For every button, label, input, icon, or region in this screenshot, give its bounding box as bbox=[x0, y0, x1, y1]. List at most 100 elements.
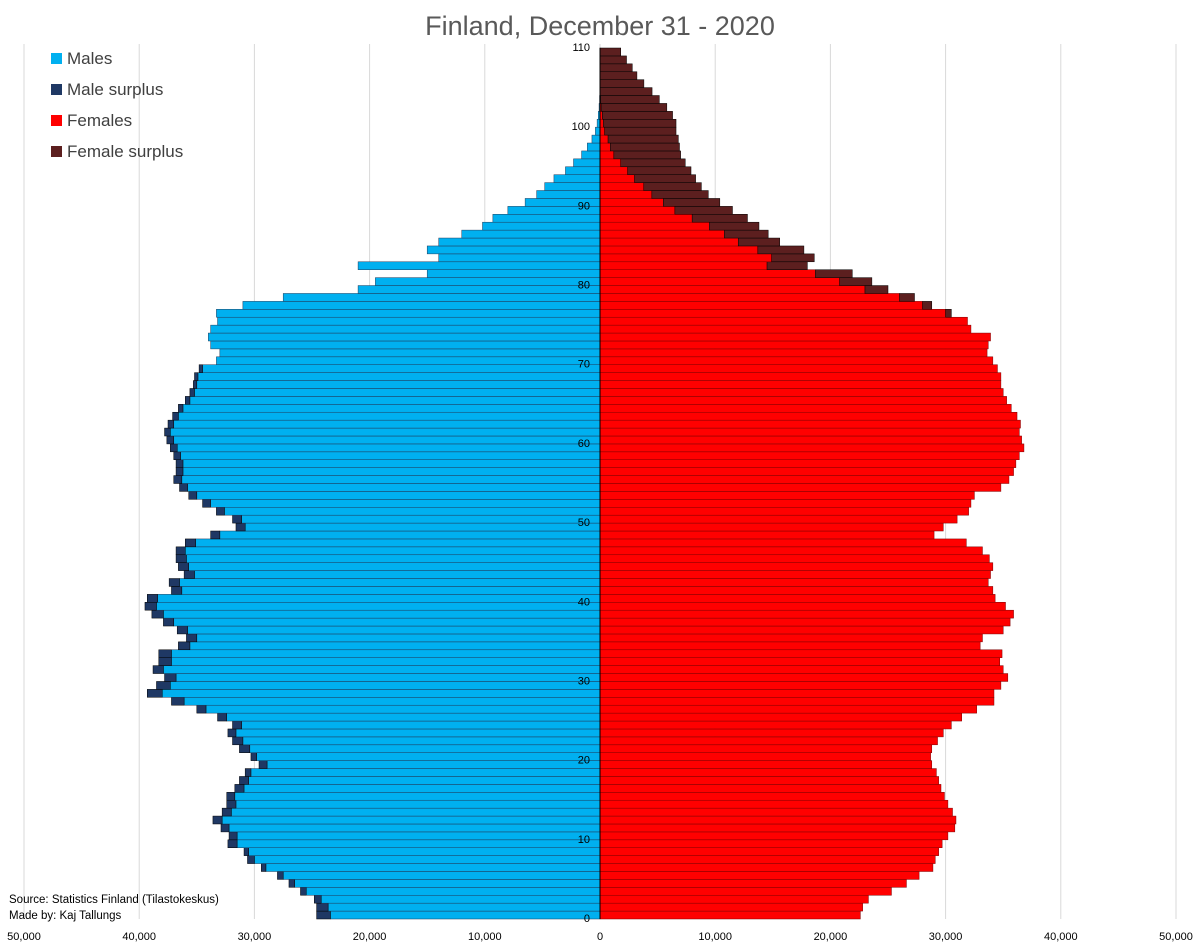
bar-males bbox=[183, 697, 601, 706]
bar-female-surplus bbox=[599, 63, 633, 73]
bar-females bbox=[599, 451, 1020, 460]
bar-females bbox=[599, 301, 923, 310]
bar-male-surplus bbox=[247, 855, 255, 864]
bar-males bbox=[595, 126, 601, 136]
bar-females bbox=[599, 435, 1022, 445]
bar-female-surplus bbox=[691, 214, 748, 223]
bar-females bbox=[599, 356, 994, 365]
bar-males bbox=[426, 269, 601, 278]
bar-males bbox=[196, 491, 601, 500]
bar-males bbox=[210, 324, 601, 334]
bar-males bbox=[266, 760, 601, 769]
legend-swatch bbox=[51, 115, 62, 126]
legend: Males Male surplus Females Female surplus bbox=[51, 49, 183, 161]
bar-males bbox=[553, 174, 601, 183]
bar-males bbox=[327, 902, 601, 912]
bar-females bbox=[599, 214, 693, 223]
bar-females bbox=[599, 483, 1002, 492]
population-tick-label: 10,000 bbox=[468, 931, 502, 943]
bar-females bbox=[599, 633, 983, 643]
bar-females bbox=[599, 673, 1009, 682]
bar-female-surplus bbox=[945, 309, 952, 318]
bar-female-surplus bbox=[643, 182, 702, 191]
bar-female-surplus bbox=[724, 229, 769, 239]
bar-females bbox=[599, 404, 1012, 413]
bar-males bbox=[426, 245, 601, 255]
bar-male-surplus bbox=[152, 665, 164, 674]
bar-males bbox=[482, 221, 601, 231]
bar-female-surplus bbox=[771, 253, 815, 263]
age-tick-label: 50 bbox=[578, 517, 590, 529]
bar-males bbox=[591, 134, 601, 144]
bar-male-surplus bbox=[196, 704, 207, 714]
bar-female-surplus bbox=[613, 150, 681, 160]
age-tick-label: 80 bbox=[578, 280, 590, 292]
bar-male-surplus bbox=[232, 720, 242, 730]
population-tick-label: 50,000 bbox=[1159, 931, 1193, 943]
bar-males bbox=[248, 847, 601, 856]
bar-female-surplus bbox=[651, 190, 709, 199]
bar-females bbox=[599, 467, 1014, 476]
bar-male-surplus bbox=[288, 879, 295, 888]
bar-males bbox=[234, 792, 601, 801]
bar-males bbox=[185, 546, 601, 556]
bars bbox=[144, 47, 1025, 920]
bar-male-surplus bbox=[202, 499, 211, 508]
bar-females bbox=[599, 752, 931, 761]
bar-males bbox=[536, 190, 601, 199]
bar-female-surplus bbox=[599, 71, 638, 80]
bar-males bbox=[182, 459, 601, 468]
bar-males bbox=[188, 562, 601, 571]
bar-males bbox=[171, 649, 601, 658]
bar-male-surplus bbox=[239, 776, 249, 785]
bar-male-surplus bbox=[171, 586, 183, 595]
bar-males bbox=[182, 467, 601, 476]
bar-female-surplus bbox=[899, 293, 915, 302]
bar-females bbox=[599, 158, 621, 168]
bar-female-surplus bbox=[600, 95, 660, 104]
bar-females bbox=[599, 641, 981, 651]
bar-males bbox=[182, 404, 601, 413]
bar-females bbox=[599, 198, 664, 207]
bar-males bbox=[228, 823, 601, 833]
bar-males bbox=[565, 166, 601, 175]
bar-females bbox=[599, 744, 933, 753]
bar-female-surplus bbox=[737, 237, 780, 247]
bar-males bbox=[294, 879, 601, 888]
bar-females bbox=[599, 309, 946, 318]
bar-males bbox=[243, 784, 601, 793]
bar-male-surplus bbox=[156, 681, 171, 690]
bar-male-surplus bbox=[244, 768, 252, 777]
bar-females bbox=[599, 784, 942, 793]
bar-females bbox=[599, 348, 988, 358]
bar-female-surplus bbox=[599, 87, 653, 96]
bar-female-surplus bbox=[599, 79, 645, 88]
bar-females bbox=[599, 253, 772, 263]
bar-males bbox=[242, 736, 601, 746]
population-tick-label: 30,000 bbox=[929, 931, 963, 943]
bar-male-surplus bbox=[221, 807, 232, 817]
bar-females bbox=[599, 879, 907, 888]
bar-females bbox=[599, 823, 956, 833]
bar-females bbox=[599, 340, 989, 350]
age-tick-label: 100 bbox=[572, 121, 590, 133]
bar-males bbox=[330, 910, 601, 920]
bar-females bbox=[599, 332, 991, 342]
bar-male-surplus bbox=[172, 411, 179, 421]
bar-males bbox=[221, 815, 601, 825]
bar-females bbox=[599, 562, 994, 571]
bar-males bbox=[194, 388, 601, 397]
bar-male-surplus bbox=[243, 847, 249, 856]
bar-male-surplus bbox=[178, 641, 191, 651]
bar-males bbox=[219, 348, 601, 358]
bar-males bbox=[176, 443, 601, 453]
bar-females bbox=[599, 245, 759, 255]
population-tick-labels: 50,000 40,000 30,000 20,000 10,000 0 10,000 20,… bbox=[7, 931, 1193, 943]
legend-swatch bbox=[51, 53, 62, 64]
bar-male-surplus bbox=[185, 396, 191, 405]
bar-male-surplus bbox=[198, 364, 203, 373]
bar-females bbox=[599, 396, 1007, 405]
bar-male-surplus bbox=[227, 839, 238, 848]
bar-females bbox=[599, 768, 937, 777]
bar-males bbox=[180, 451, 601, 460]
